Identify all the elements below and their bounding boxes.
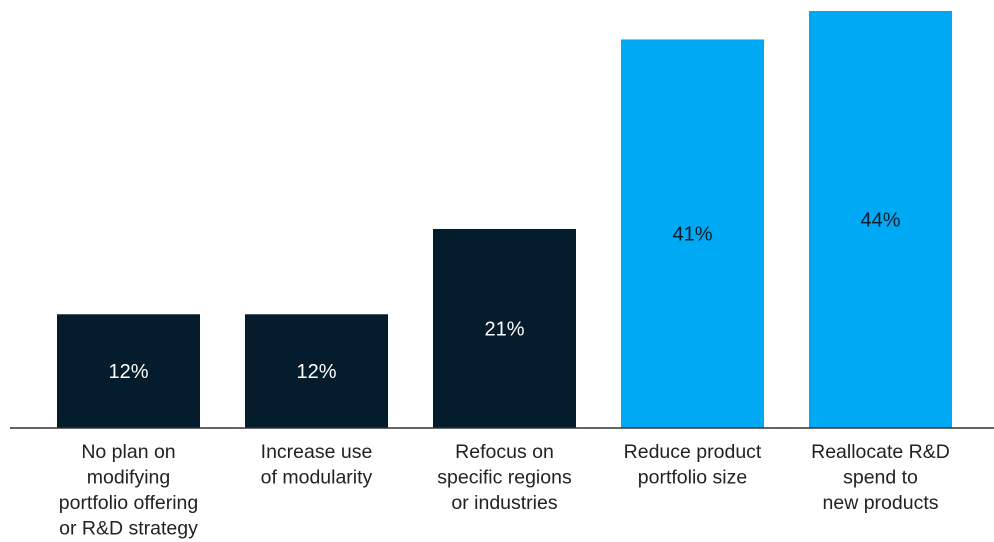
bar-value-label-2: 12%	[296, 361, 336, 383]
category-label-line: new products	[823, 492, 939, 514]
bar-value-label-5: 44%	[860, 210, 900, 232]
bar-value-label-4: 41%	[672, 224, 712, 246]
category-labels-layer: No plan on modifying portfolio offering or …	[59, 441, 950, 540]
data-labels-layer: 12% 12% 21% 41% 44%	[108, 210, 900, 384]
bar-3	[433, 228, 576, 428]
category-label-line: portfolio offering	[59, 492, 198, 514]
bar-value-label-1: 12%	[108, 361, 148, 383]
category-label-line: Refocus on	[455, 441, 554, 463]
category-label-line: or industries	[451, 492, 557, 514]
category-label-line: Reallocate R&D	[811, 441, 950, 463]
category-label-line: No plan on	[81, 441, 175, 463]
category-label-line: spend to	[843, 467, 918, 489]
category-label-4: Reduce product portfolio size	[624, 441, 762, 489]
bar-value-label-3: 21%	[484, 318, 524, 340]
category-label-line: of modularity	[261, 467, 373, 489]
category-label-line: Reduce product	[624, 441, 762, 463]
category-label-line: portfolio size	[638, 467, 747, 489]
category-label-line: specific regions	[437, 467, 572, 489]
category-label-line: or R&D strategy	[59, 518, 198, 540]
bars-layer	[57, 11, 952, 428]
bar-2	[245, 314, 388, 428]
category-label-1: No plan on modifying portfolio offering or …	[59, 441, 198, 540]
bar-4	[621, 39, 764, 428]
category-label-2: Increase use of modularity	[261, 441, 373, 489]
bar-1	[57, 314, 200, 428]
category-label-line: modifying	[87, 467, 170, 489]
bar-5	[809, 11, 952, 428]
category-label-line: Increase use	[261, 441, 373, 463]
category-label-3: Refocus on specific regions or industries	[437, 441, 572, 514]
category-label-5: Reallocate R&D spend to new products	[811, 441, 950, 514]
